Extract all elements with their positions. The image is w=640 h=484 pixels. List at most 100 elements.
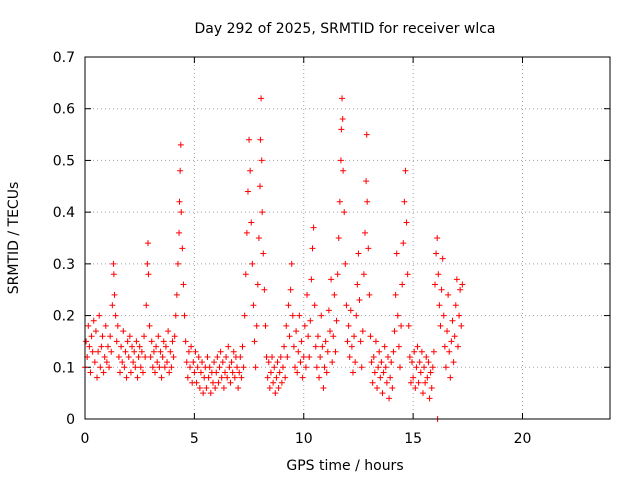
y-tick-label: 0.1 — [53, 360, 75, 376]
data-point — [125, 353, 132, 360]
data-point — [435, 271, 442, 278]
data-point — [191, 369, 198, 376]
data-point — [377, 374, 384, 381]
data-point — [83, 338, 90, 345]
data-point — [164, 359, 171, 366]
data-points — [82, 95, 466, 422]
data-point — [452, 302, 459, 309]
data-point — [276, 369, 283, 376]
data-point — [170, 353, 177, 360]
data-point — [136, 343, 143, 350]
data-point — [313, 364, 320, 371]
data-point — [214, 353, 221, 360]
data-point — [429, 364, 436, 371]
data-point — [223, 353, 230, 360]
data-point — [400, 240, 407, 247]
data-point — [176, 229, 183, 236]
data-point — [126, 333, 133, 340]
data-point — [393, 250, 400, 257]
data-point — [285, 302, 292, 309]
data-point — [418, 348, 425, 355]
data-point — [243, 229, 250, 236]
data-point — [356, 297, 363, 304]
data-point — [269, 353, 276, 360]
data-point — [235, 384, 242, 391]
data-point — [378, 359, 385, 366]
data-point — [312, 343, 319, 350]
data-point — [453, 276, 460, 283]
data-point — [348, 343, 355, 350]
data-point — [204, 353, 211, 360]
data-point — [353, 312, 360, 319]
data-point — [174, 260, 181, 267]
data-point — [253, 322, 260, 329]
data-point — [384, 353, 391, 360]
data-point — [96, 312, 103, 319]
data-point — [352, 359, 359, 366]
data-point — [144, 260, 151, 267]
data-point — [259, 209, 266, 216]
data-point — [215, 379, 222, 386]
data-point — [345, 322, 352, 329]
data-point — [310, 224, 317, 231]
data-point — [148, 338, 155, 345]
y-tick-label: 0.5 — [53, 153, 75, 169]
data-point — [190, 359, 197, 366]
data-point — [306, 353, 313, 360]
data-point — [153, 343, 160, 350]
data-point — [423, 353, 430, 360]
data-point — [368, 359, 375, 366]
data-point — [337, 157, 344, 164]
data-point — [334, 271, 341, 278]
data-point — [113, 338, 120, 345]
data-point — [122, 348, 129, 355]
data-point — [158, 374, 165, 381]
data-point — [180, 281, 187, 288]
data-point — [209, 379, 216, 386]
data-point — [298, 338, 305, 345]
data-point — [234, 364, 241, 371]
data-point — [94, 374, 101, 381]
data-point — [446, 348, 453, 355]
data-point — [211, 359, 218, 366]
data-point — [92, 328, 99, 335]
data-point — [166, 369, 173, 376]
data-point — [300, 353, 307, 360]
data-point — [341, 209, 348, 216]
data-point — [178, 209, 185, 216]
data-point — [115, 353, 122, 360]
data-point — [289, 312, 296, 319]
data-point — [124, 338, 131, 345]
data-point — [271, 364, 278, 371]
x-axis-label: GPS time / hours — [286, 458, 403, 474]
data-point — [90, 317, 97, 324]
data-point — [376, 348, 383, 355]
data-point — [181, 312, 188, 319]
data-point — [106, 364, 113, 371]
data-point — [220, 384, 227, 391]
data-point — [193, 379, 200, 386]
data-point — [309, 245, 316, 252]
data-point — [110, 271, 117, 278]
data-point — [121, 364, 128, 371]
data-point — [412, 384, 419, 391]
data-point — [424, 374, 431, 381]
data-point — [318, 312, 325, 319]
data-point — [248, 219, 255, 226]
data-point — [413, 364, 420, 371]
y-axis-label: SRMTID / TECUs — [6, 182, 22, 295]
data-point — [366, 291, 373, 298]
y-tick-label: 0.4 — [53, 205, 75, 221]
data-point — [141, 333, 148, 340]
data-point — [304, 291, 311, 298]
data-point — [262, 322, 269, 329]
data-point — [205, 374, 212, 381]
data-point — [389, 384, 396, 391]
data-point — [363, 131, 370, 138]
data-point — [430, 348, 437, 355]
data-point — [194, 364, 201, 371]
data-point — [207, 390, 214, 397]
data-point — [295, 348, 302, 355]
data-point — [261, 286, 268, 293]
data-point — [364, 198, 371, 205]
